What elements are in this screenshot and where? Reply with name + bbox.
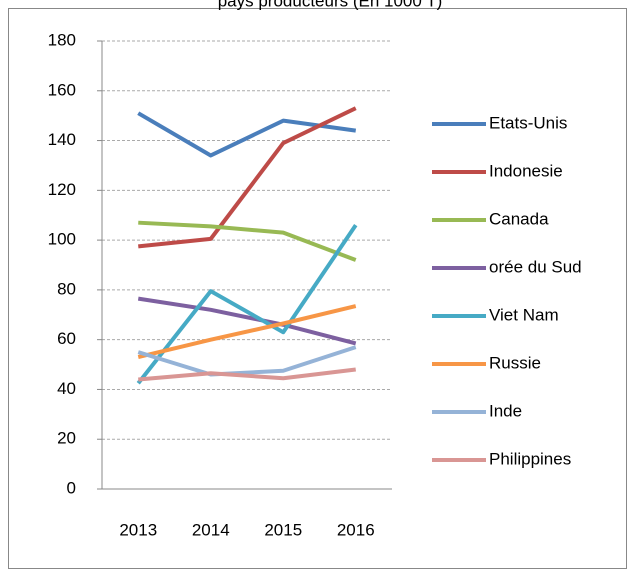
y-tick-label: 160 <box>48 80 76 99</box>
chart-title: pays producteurs (En 1000 T) <box>218 0 443 10</box>
x-tick-label: 2014 <box>192 520 230 539</box>
y-tick-label: 80 <box>57 279 76 298</box>
legend-label: Etats-Unis <box>489 113 567 132</box>
y-tick-label: 180 <box>48 30 76 49</box>
series-line <box>137 304 357 360</box>
series-line <box>137 296 357 346</box>
legend-label: Inde <box>489 401 522 420</box>
series-line <box>138 220 357 262</box>
legend-label: orée du Sud <box>489 257 582 276</box>
x-tick-label: 2013 <box>119 520 157 539</box>
series-line <box>137 345 357 377</box>
y-tick-label: 100 <box>48 230 76 249</box>
y-tick-label: 140 <box>48 130 76 149</box>
x-tick-label: 2016 <box>337 520 375 539</box>
y-tick-label: 60 <box>57 329 76 348</box>
legend-label: Russie <box>489 353 541 372</box>
series-line <box>138 367 356 382</box>
legend-label: Indonesie <box>489 161 563 180</box>
chart-border <box>8 8 627 569</box>
x-tick-label: 2015 <box>264 520 302 539</box>
series-line <box>136 224 358 385</box>
legend-label: Viet Nam <box>489 305 559 324</box>
y-tick-label: 0 <box>67 478 76 497</box>
y-tick-label: 40 <box>57 379 76 398</box>
legend-label: Philippines <box>489 449 571 468</box>
legend-label: Canada <box>489 209 549 228</box>
y-tick-label: 20 <box>57 429 76 448</box>
y-tick-label: 120 <box>48 180 76 199</box>
series-line <box>138 106 357 249</box>
